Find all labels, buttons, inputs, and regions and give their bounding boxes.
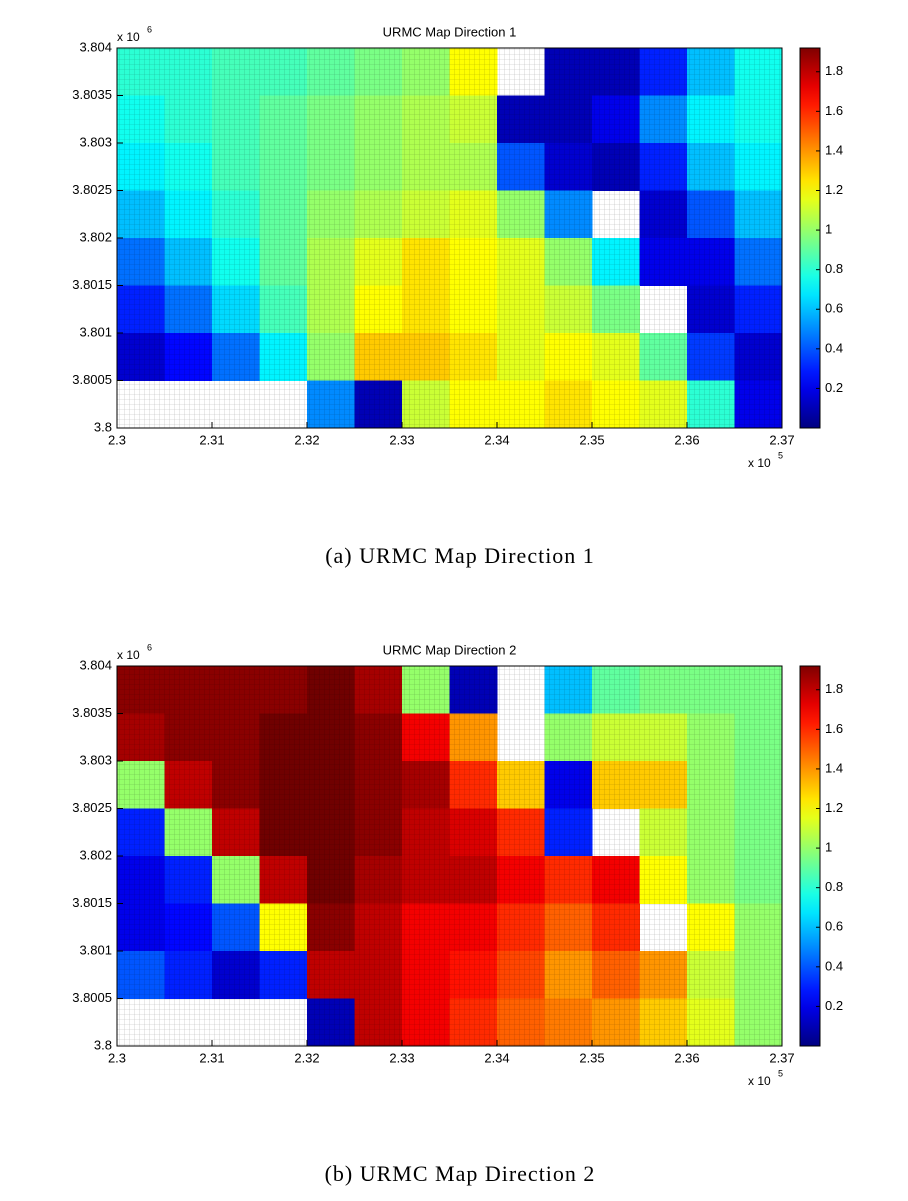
colorbar-tick-label: 1.8	[825, 63, 843, 78]
colorbar-tick-label: 0.8	[825, 261, 843, 276]
x-multiplier: x 10	[748, 456, 771, 470]
x-multiplier-exponent: 5	[778, 450, 783, 460]
mesh	[117, 48, 782, 428]
x-tick-label: 2.36	[674, 432, 699, 447]
y-tick-label: 3.802	[79, 847, 112, 862]
y-tick-label: 3.803	[79, 134, 112, 149]
y-tick-label: 3.8015	[72, 277, 112, 292]
y-tick-label: 3.8025	[72, 182, 112, 197]
x-tick-label: 2.32	[294, 432, 319, 447]
y-multiplier-exponent: 6	[147, 24, 152, 34]
y-multiplier: x 10	[117, 648, 140, 662]
colorbar-tick-label: 1.6	[825, 721, 843, 736]
caption: (b) URMC Map Direction 2	[325, 1161, 596, 1186]
y-tick-label: 3.8	[94, 419, 112, 434]
x-tick-label: 2.32	[294, 1050, 319, 1065]
y-tick-label: 3.802	[79, 229, 112, 244]
x-multiplier: x 10	[748, 1074, 771, 1088]
colorbar-tick-label: 0.6	[825, 301, 843, 316]
colorbar-tick-label: 1	[825, 840, 832, 855]
y-tick-label: 3.8005	[72, 372, 112, 387]
y-tick-label: 3.803	[79, 752, 112, 767]
y-multiplier-exponent: 6	[147, 642, 152, 652]
caption: (a) URMC Map Direction 1	[325, 543, 595, 568]
chart-title: URMC Map Direction 1	[383, 24, 517, 39]
y-tick-label: 3.801	[79, 942, 112, 957]
x-tick-label: 2.3	[108, 1050, 126, 1065]
colorbar-tick-label: 1.2	[825, 182, 843, 197]
colorbar-tick-label: 0.2	[825, 998, 843, 1013]
colorbar-tick-label: 0.6	[825, 919, 843, 934]
colorbar	[799, 665, 821, 1047]
y-tick-label: 3.8025	[72, 800, 112, 815]
x-tick-label: 2.31	[199, 1050, 224, 1065]
colorbar-tick-label: 1.6	[825, 103, 843, 118]
y-tick-label: 3.801	[79, 324, 112, 339]
x-tick-label: 2.37	[769, 1050, 794, 1065]
x-multiplier-exponent: 5	[778, 1068, 783, 1078]
colorbar-tick-label: 1	[825, 222, 832, 237]
x-tick-label: 2.33	[389, 1050, 414, 1065]
x-tick-label: 2.35	[579, 1050, 604, 1065]
y-tick-label: 3.8005	[72, 990, 112, 1005]
y-tick-label: 3.8	[94, 1037, 112, 1052]
colorbar-tick-label: 0.4	[825, 958, 843, 973]
x-tick-label: 2.37	[769, 432, 794, 447]
chart-title: URMC Map Direction 2	[383, 642, 517, 657]
y-tick-label: 3.8015	[72, 895, 112, 910]
x-tick-label: 2.35	[579, 432, 604, 447]
x-tick-label: 2.34	[484, 1050, 509, 1065]
colorbar-tick-label: 0.4	[825, 340, 843, 355]
x-tick-label: 2.3	[108, 432, 126, 447]
y-tick-label: 3.804	[79, 39, 112, 54]
x-tick-label: 2.34	[484, 432, 509, 447]
colorbar-tick-label: 1.4	[825, 142, 843, 157]
y-tick-label: 3.804	[79, 657, 112, 672]
y-tick-label: 3.8035	[72, 87, 112, 102]
x-tick-label: 2.33	[389, 432, 414, 447]
colorbar-tick-label: 0.2	[825, 380, 843, 395]
colorbar-tick-label: 1.2	[825, 800, 843, 815]
y-multiplier: x 10	[117, 30, 140, 44]
colorbar-tick-label: 0.8	[825, 879, 843, 894]
colorbar	[799, 47, 821, 429]
y-tick-label: 3.8035	[72, 705, 112, 720]
x-tick-label: 2.36	[674, 1050, 699, 1065]
colorbar-tick-label: 1.4	[825, 760, 843, 775]
mesh	[117, 666, 782, 1046]
colorbar-tick-label: 1.8	[825, 681, 843, 696]
x-tick-label: 2.31	[199, 432, 224, 447]
